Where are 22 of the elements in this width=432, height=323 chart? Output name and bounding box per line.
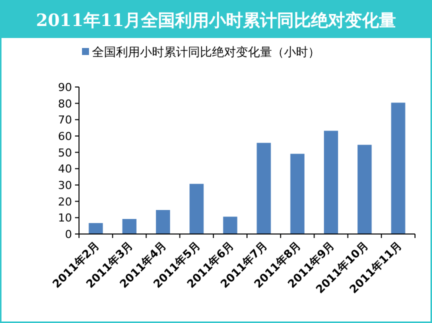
y-tick-label: 90 — [58, 81, 72, 94]
bar — [290, 154, 304, 234]
y-tick-label: 60 — [58, 130, 72, 143]
bar — [156, 210, 170, 234]
y-tick-label: 40 — [58, 162, 72, 176]
bar — [358, 144, 372, 234]
bar — [223, 216, 238, 234]
y-tick-label: 80 — [58, 97, 72, 110]
bar — [256, 142, 271, 234]
y-tick-label: 30 — [58, 179, 72, 192]
y-tick-label: 20 — [58, 195, 72, 208]
bar — [391, 102, 406, 234]
bar — [122, 218, 136, 234]
bar — [88, 223, 103, 234]
legend-label: 全国利用小时累计同比绝对变化量（小时） — [92, 45, 320, 59]
y-tick-label: 0 — [65, 228, 72, 241]
y-tick-label: 70 — [58, 114, 72, 127]
y-tick-label: 10 — [58, 212, 72, 225]
bar — [324, 130, 338, 234]
bar — [190, 184, 204, 234]
y-tick-label: 50 — [58, 146, 72, 160]
chart-title: 2011年11月全国利用小时累计同比绝对变化量 — [36, 11, 396, 31]
